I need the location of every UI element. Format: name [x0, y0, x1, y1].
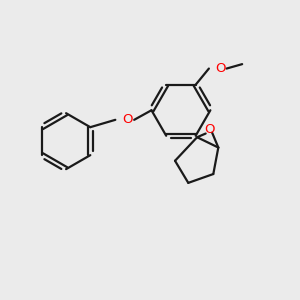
- Text: O: O: [204, 123, 214, 136]
- Text: O: O: [122, 113, 133, 126]
- Text: O: O: [215, 62, 225, 75]
